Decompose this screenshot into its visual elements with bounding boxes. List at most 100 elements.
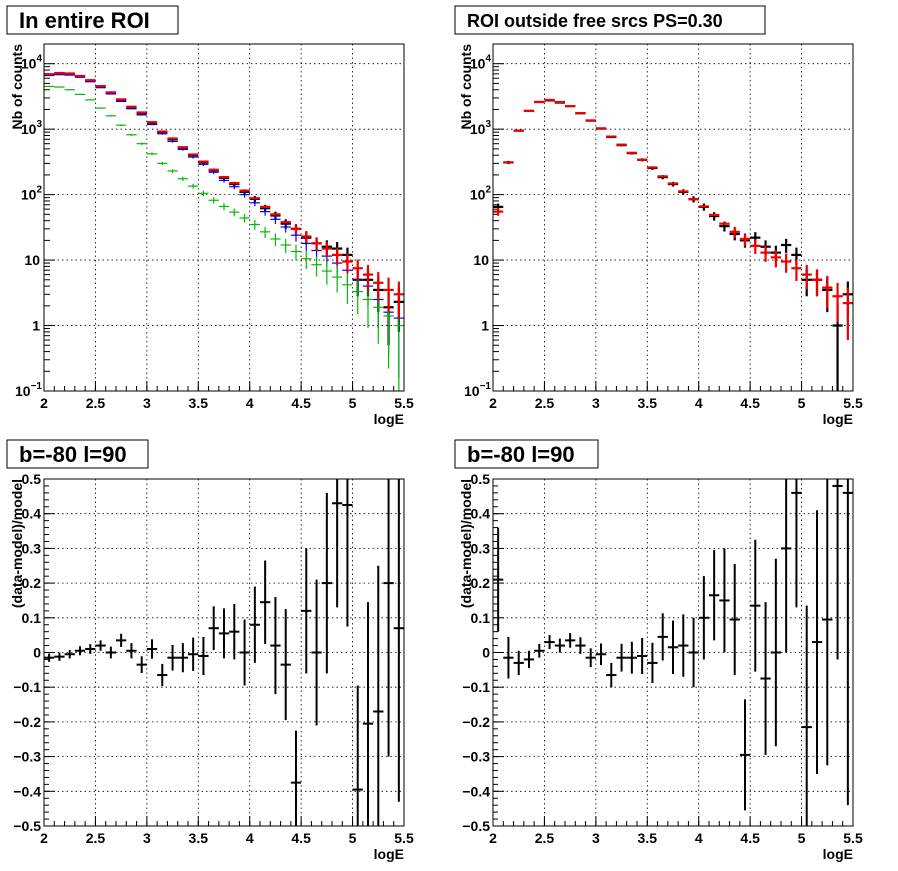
data-series-1 [44, 479, 404, 826]
y-tick-label: 0.4 [22, 506, 42, 522]
plot-frame-border [43, 43, 405, 392]
x-tick-label: 4.5 [740, 395, 760, 411]
x-tick-label: 4 [246, 395, 254, 411]
y-tick-label: −0.3 [462, 749, 490, 765]
y-axis-label: Nb of counts [458, 44, 474, 130]
x-tick-label: 4.5 [291, 830, 311, 846]
y-tick-label: −0.2 [13, 714, 41, 730]
y-tick-label: 104 [21, 54, 43, 72]
y-tick-label: −0.5 [462, 818, 490, 834]
x-tick-label: 2.5 [86, 830, 106, 846]
x-tick-label: 5 [798, 830, 806, 846]
y-tick-base: 10 [21, 187, 37, 203]
x-tick-label: 2 [489, 395, 497, 411]
y-axis-label: (data-model)/model [458, 479, 474, 608]
chart-title: ROI outside free srcs PS=0.30 [467, 11, 723, 31]
x-tick-label: 2.5 [86, 395, 106, 411]
x-tick-label: 3.5 [638, 830, 658, 846]
data-series-2 [493, 98, 853, 341]
y-tick-base: 10 [15, 383, 31, 399]
x-tick-label: 5 [349, 830, 357, 846]
y-tick-label: −0.4 [462, 783, 490, 799]
y-axis-label: Nb of counts [9, 44, 25, 130]
x-axis-label: logE [374, 846, 404, 862]
x-axis-label: logE [374, 411, 404, 427]
y-tick-exponent: 3 [36, 119, 42, 130]
y-tick-base: 10 [470, 121, 486, 137]
y-axis-label: (data-model)/model [9, 479, 25, 608]
x-tick-label: 3 [592, 395, 600, 411]
chart-title: In entire ROI [19, 8, 150, 33]
x-tick-label: 5.5 [843, 830, 863, 846]
y-tick-exponent: −1 [31, 381, 43, 392]
title-box [454, 439, 599, 469]
y-tick-label: 0.2 [471, 575, 491, 591]
title-box [454, 5, 766, 35]
x-tick-label: 2.5 [535, 395, 555, 411]
plot-frame-border [492, 43, 854, 392]
chart-panel-3: 2 2.5 3 3.5 4 4.5 5 5.5 −0.5 −0.4 −0.3 −0.2 −0.1 0 0.1… [6, 439, 414, 862]
y-tick-label: 0.5 [22, 471, 42, 487]
y-tick-label: 0 [33, 645, 41, 661]
plot-frame-border [492, 478, 854, 827]
x-tick-label: 3.5 [189, 395, 209, 411]
x-tick-label: 5 [798, 395, 806, 411]
y-tick-base: 10 [470, 187, 486, 203]
y-tick-label: 10 [24, 252, 40, 268]
y-tick-label: 103 [470, 119, 492, 137]
x-tick-label: 5.5 [394, 395, 414, 411]
y-tick-label: −0.5 [13, 818, 41, 834]
y-tick-label: 0.5 [471, 471, 491, 487]
y-tick-label: 0.1 [22, 610, 42, 626]
x-tick-label: 4 [695, 830, 703, 846]
y-tick-exponent: 4 [485, 54, 491, 65]
y-tick-label: 0.1 [471, 610, 491, 626]
plot-frame [492, 43, 854, 392]
y-tick-label: 1 [32, 318, 40, 334]
data-series-1 [493, 479, 853, 826]
y-tick-label: 0.4 [471, 506, 491, 522]
x-tick-label: 2.5 [535, 830, 555, 846]
y-tick-label: 0 [482, 645, 490, 661]
y-tick-label: 1 [481, 318, 489, 334]
y-tick-label: 102 [21, 185, 43, 203]
title-box [6, 5, 179, 35]
y-tick-label: −0.2 [462, 714, 490, 730]
y-tick-label: 103 [21, 119, 43, 137]
x-tick-label: 5 [349, 395, 357, 411]
y-tick-base: 10 [464, 383, 480, 399]
x-tick-label: 2 [40, 395, 48, 411]
data-series-4 [44, 71, 404, 319]
x-tick-label: 3 [592, 830, 600, 846]
x-tick-label: 4.5 [740, 830, 760, 846]
y-tick-exponent: 2 [36, 185, 42, 196]
y-tick-label: −0.1 [462, 679, 490, 695]
y-tick-label: 10−1 [464, 381, 491, 399]
y-tick-label: 10 [473, 252, 489, 268]
x-tick-label: 5.5 [843, 395, 863, 411]
x-tick-label: 3 [143, 830, 151, 846]
y-tick-label: 104 [470, 54, 492, 72]
y-tick-exponent: 3 [485, 119, 491, 130]
x-tick-label: 2 [489, 830, 497, 846]
y-tick-exponent: 4 [36, 54, 42, 65]
x-axis-label: logE [823, 846, 853, 862]
y-tick-exponent: 2 [485, 185, 491, 196]
x-tick-label: 4 [246, 830, 254, 846]
x-tick-label: 2 [40, 830, 48, 846]
y-tick-label: 0.3 [22, 540, 42, 556]
y-tick-label: 0.2 [22, 575, 42, 591]
chart-title: b=-80 l=90 [19, 442, 127, 467]
y-tick-exponent: −1 [480, 381, 492, 392]
chart-title: b=-80 l=90 [467, 442, 575, 467]
y-tick-base: 10 [21, 121, 37, 137]
x-tick-label: 4 [695, 395, 703, 411]
y-tick-label: 102 [470, 185, 492, 203]
y-tick-base: 10 [21, 56, 37, 72]
x-tick-label: 4.5 [291, 395, 311, 411]
chart-panel-4: 2 2.5 3 3.5 4 4.5 5 5.5 −0.5 −0.4 −0.3 −0.2 −0.1 0 0.1… [454, 439, 863, 862]
y-tick-label: −0.1 [13, 679, 41, 695]
